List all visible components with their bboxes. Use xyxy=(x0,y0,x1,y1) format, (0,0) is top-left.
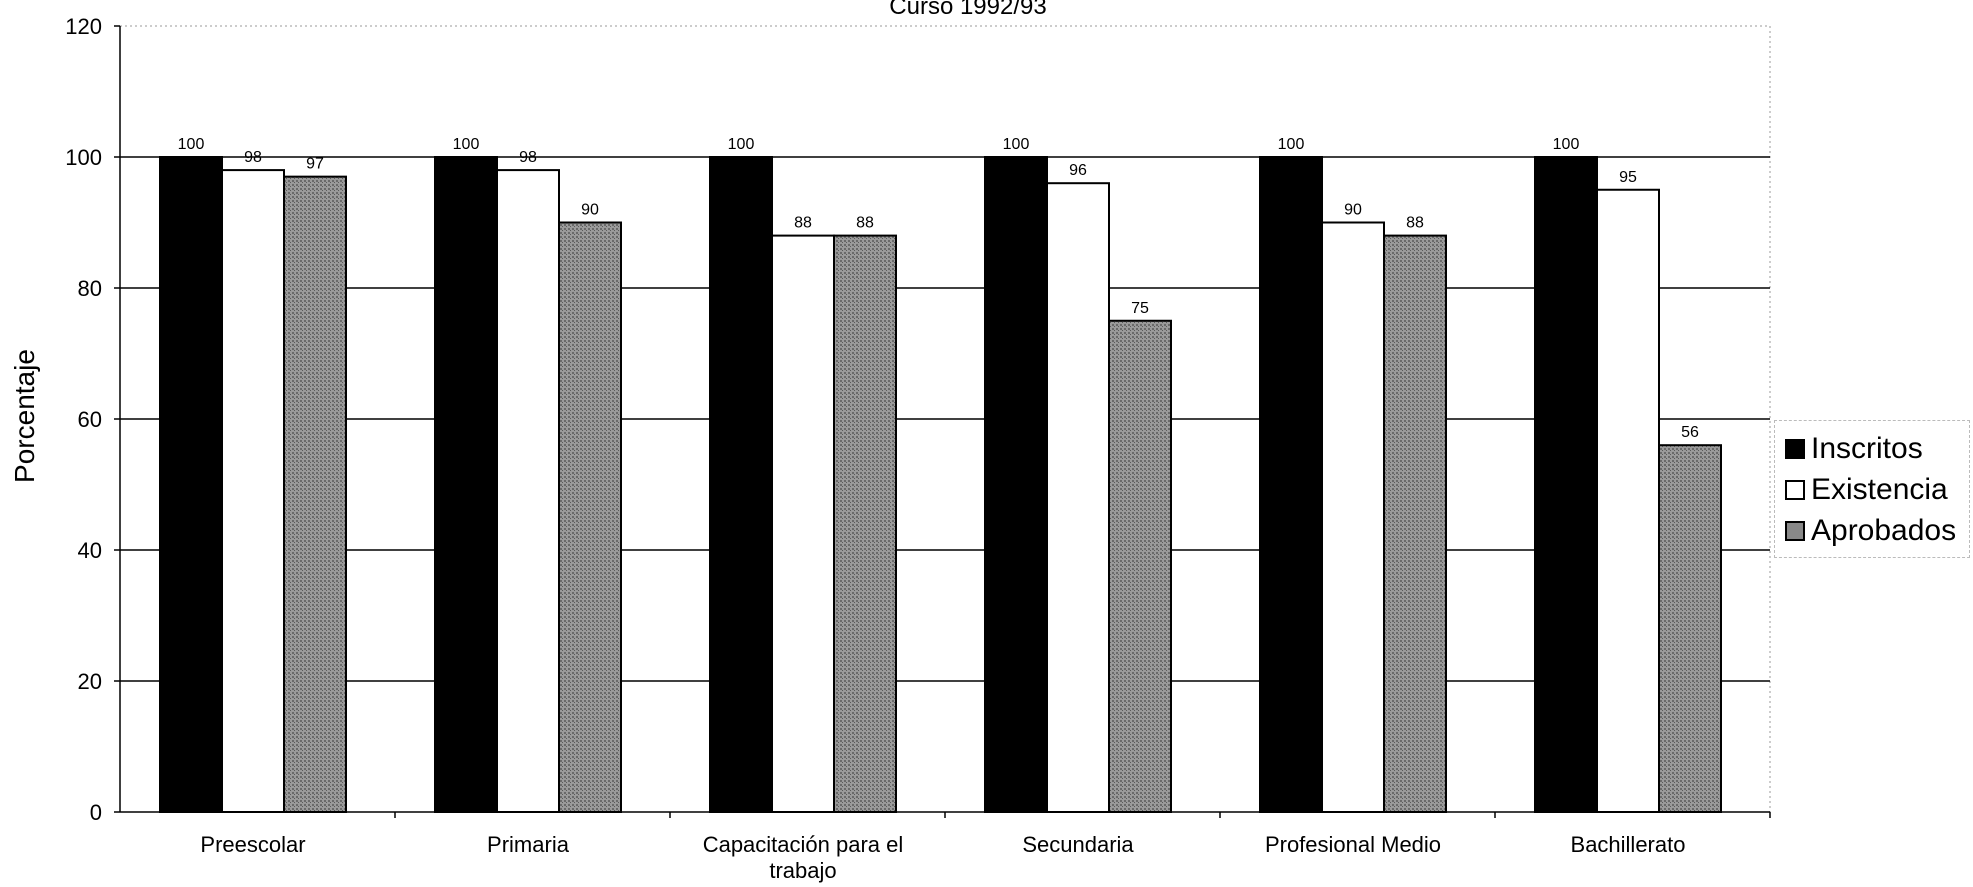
legend-swatch-inscritos xyxy=(1785,439,1805,459)
legend-label-existencia: Existencia xyxy=(1811,473,1948,506)
x-tick-label-2-1: trabajo xyxy=(769,858,836,883)
bar-existencia-2 xyxy=(771,234,835,814)
data-label-existencia-0: 98 xyxy=(244,149,262,166)
axes: 0 20 40 60 80 100 120 Preescolar Primaria Capacit… xyxy=(65,14,1771,883)
y-tick-label-40: 40 xyxy=(78,538,102,563)
bar-existencia-0 xyxy=(221,169,285,814)
data-labels: 100 98 97 100 98 90 100 88 88 100 96 75 100 90 88 100 95… xyxy=(178,136,1699,441)
data-label-aprobados-5: 56 xyxy=(1681,424,1699,441)
data-label-aprobados-0: 97 xyxy=(306,156,324,173)
chart-title: Curso 1992/93 xyxy=(889,0,1046,20)
bar-inscritos-3 xyxy=(984,156,1048,813)
y-tick-label-0: 0 xyxy=(90,800,102,825)
bar-inscritos-5 xyxy=(1534,156,1598,813)
data-label-aprobados-3: 75 xyxy=(1131,300,1149,317)
bar-inscritos-0 xyxy=(159,156,223,813)
y-axis-label: Porcentaje xyxy=(9,349,40,483)
data-label-existencia-3: 96 xyxy=(1069,162,1087,179)
data-label-inscritos-2: 100 xyxy=(728,136,755,153)
data-label-inscritos-5: 100 xyxy=(1553,136,1580,153)
x-tick-label-1-0: Primaria xyxy=(487,832,570,857)
x-tick-label-4-0: Profesional Medio xyxy=(1265,832,1441,857)
y-tick-label-20: 20 xyxy=(78,669,102,694)
bars xyxy=(159,156,1722,814)
data-label-inscritos-4: 100 xyxy=(1278,136,1305,153)
data-label-aprobados-2: 88 xyxy=(856,215,874,232)
bar-inscritos-2 xyxy=(709,156,773,813)
data-label-existencia-5: 95 xyxy=(1619,169,1637,186)
x-tick-label-3-0: Secundaria xyxy=(1022,832,1134,857)
bar-existencia-1 xyxy=(496,169,560,814)
y-tick-label-100: 100 xyxy=(65,145,102,170)
bar-existencia-4 xyxy=(1321,221,1385,813)
grid xyxy=(120,25,1771,812)
data-label-inscritos-3: 100 xyxy=(1003,136,1030,153)
legend-label-aprobados: Aprobados xyxy=(1811,514,1957,547)
bar-inscritos-1 xyxy=(434,156,498,813)
data-label-existencia-2: 88 xyxy=(794,215,812,232)
bar-aprobados-0 xyxy=(283,175,347,813)
data-label-existencia-1: 98 xyxy=(519,149,537,166)
bar-existencia-3 xyxy=(1046,182,1110,813)
data-label-aprobados-1: 90 xyxy=(581,202,599,219)
bar-aprobados-2 xyxy=(833,234,897,814)
y-tick-label-60: 60 xyxy=(78,407,102,432)
data-label-inscritos-0: 100 xyxy=(178,136,205,153)
legend-item-inscritos: Inscritos xyxy=(1785,431,1923,467)
data-label-aprobados-4: 88 xyxy=(1406,215,1424,232)
data-label-inscritos-1: 100 xyxy=(453,136,480,153)
bar-aprobados-4 xyxy=(1383,234,1447,814)
bar-inscritos-4 xyxy=(1259,156,1323,813)
legend-swatch-existencia xyxy=(1785,480,1805,500)
x-tick-label-0-0: Preescolar xyxy=(200,832,305,857)
x-tick-label-5-0: Bachillerato xyxy=(1571,832,1686,857)
legend-swatch-aprobados xyxy=(1785,521,1805,541)
legend: Inscritos Existencia Aprobados xyxy=(1774,420,1970,558)
bar-aprobados-1 xyxy=(558,221,622,813)
data-label-existencia-4: 90 xyxy=(1344,202,1362,219)
y-tick-label-80: 80 xyxy=(78,276,102,301)
bar-existencia-5 xyxy=(1596,188,1660,813)
bar-aprobados-5 xyxy=(1658,444,1722,813)
legend-item-aprobados: Aprobados xyxy=(1785,513,1956,549)
bar-aprobados-3 xyxy=(1108,319,1172,813)
x-tick-label-2-0: Capacitación para el xyxy=(703,832,904,857)
y-tick-label-120: 120 xyxy=(65,14,102,39)
legend-item-existencia: Existencia xyxy=(1785,472,1948,508)
legend-label-inscritos: Inscritos xyxy=(1811,432,1923,465)
